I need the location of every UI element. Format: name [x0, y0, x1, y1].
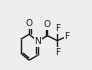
Text: O: O: [44, 20, 51, 29]
Text: O: O: [26, 19, 33, 28]
Text: F: F: [55, 48, 60, 57]
Text: F: F: [55, 24, 60, 33]
Text: F: F: [64, 32, 70, 41]
Text: N: N: [34, 37, 41, 46]
